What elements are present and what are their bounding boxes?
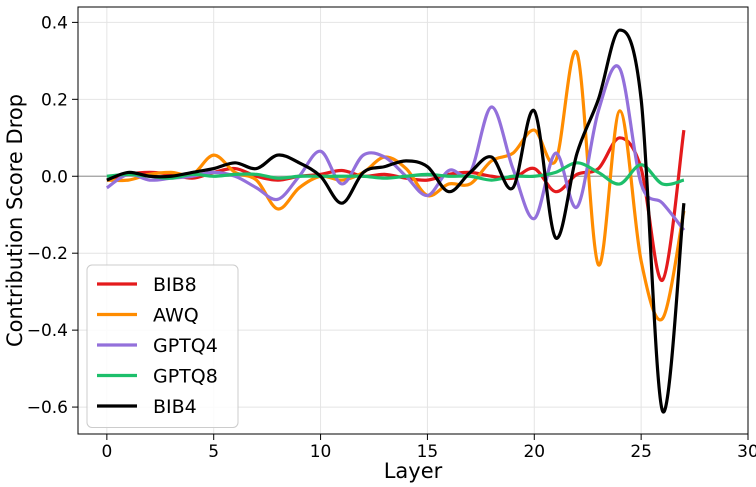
series-line-gptq4 (105, 64, 686, 232)
y-tick-label: −0.6 (27, 398, 68, 418)
legend: BIB8 AWQ GPTQ4 GPTQ8 BIB4 (86, 264, 239, 428)
legend-label-bib8: BIB8 (153, 274, 197, 296)
y-tick-label: 0.0 (41, 167, 68, 187)
y-tick-label: −0.2 (27, 244, 68, 264)
x-tick-label: 0 (101, 442, 112, 462)
x-tick-label: 5 (208, 442, 219, 462)
series-line-gptq8 (106, 161, 685, 187)
legend-label-bib4: BIB4 (153, 396, 197, 418)
series-lines (105, 28, 686, 414)
y-axis-ticks: −0.6 −0.4 −0.2 0.0 0.2 0.4 (27, 13, 78, 418)
y-tick-label: −0.4 (27, 321, 68, 341)
y-axis-title: Contribution Score Drop (3, 94, 27, 347)
x-tick-label: 30 (737, 442, 756, 462)
legend-box (86, 264, 239, 428)
x-tick-label: 25 (630, 442, 652, 462)
x-tick-label: 10 (310, 442, 332, 462)
x-tick-label: 15 (417, 442, 439, 462)
plot-area-frame (77, 6, 749, 435)
legend-label-gptq4: GPTQ4 (153, 335, 218, 357)
series-line-bib4 (106, 28, 686, 414)
x-axis-title: Layer (384, 459, 443, 483)
y-tick-label: 0.2 (41, 90, 68, 110)
y-tick-label: 0.4 (41, 13, 68, 33)
x-axis-ticks: 0 5 10 15 20 25 30 (101, 434, 756, 462)
x-tick-label: 20 (523, 442, 545, 462)
legend-label-awq: AWQ (153, 305, 199, 327)
legend-label-gptq8: GPTQ8 (153, 366, 218, 388)
